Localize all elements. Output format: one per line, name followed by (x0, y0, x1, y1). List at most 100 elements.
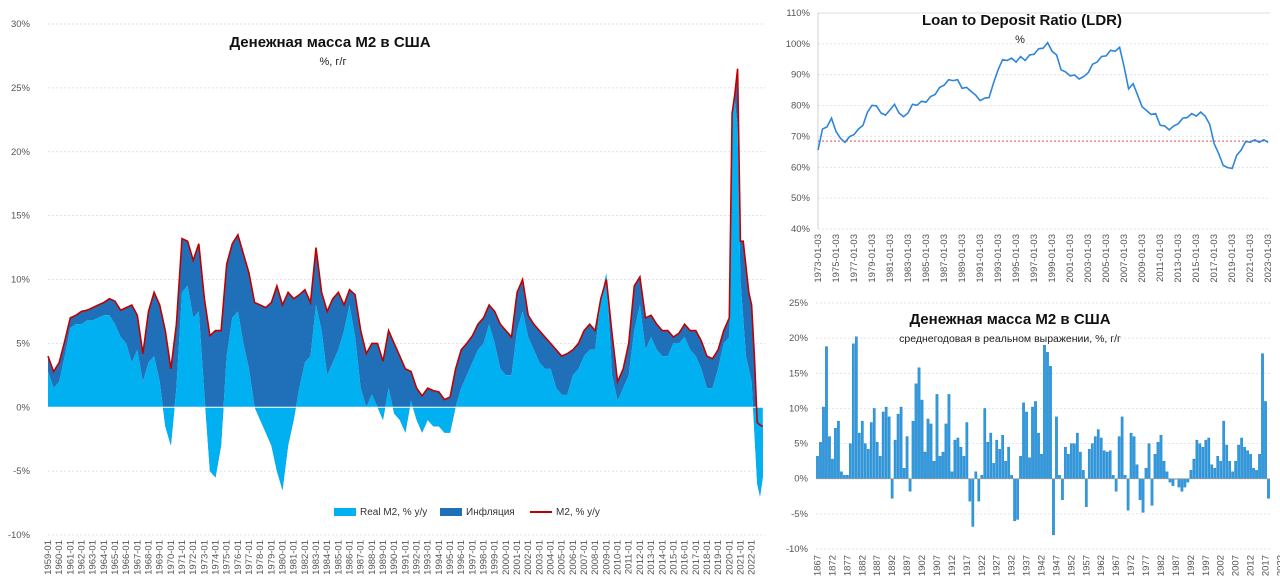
real-x-axis: 1867 1872 1877 1882 1887 1892 1897 1902 1907 1912… (813, 555, 1280, 576)
real-m2-bar (1264, 401, 1267, 479)
real-m2-bar (1141, 478, 1145, 513)
real-m2-bar (1105, 451, 1109, 479)
ldr-x-tick-label: 2009-01-03 (1137, 234, 1148, 283)
real-m2-bar (1111, 475, 1115, 479)
m2-line-layer (47, 68, 764, 428)
real-m2-bar (917, 367, 921, 479)
real-x-tick-label: 1982 (1156, 555, 1167, 576)
real-m2-bar (1052, 478, 1055, 536)
ldr-chart-svg: 40%50%60%70%80%90%100%110% 1973-01-03 197… (786, 8, 1275, 283)
ldr-series-line (817, 41, 1269, 170)
real-m2-bar (1183, 478, 1187, 488)
real-m2-bar (932, 460, 936, 479)
real-m2-bar (1102, 450, 1106, 479)
m2-x-tick-label: 2001-01 (512, 540, 523, 575)
m2-x-tick-label: 2006-01 (568, 540, 579, 575)
m2-x-tick-label: 1975-01 (222, 540, 233, 575)
m2-x-tick-label: 1968-01 (144, 540, 155, 575)
real-m2-bar (1246, 450, 1249, 479)
real-chart-title: Денежная масса М2 в США (909, 311, 1110, 328)
real-m2-bar (849, 443, 852, 479)
real-m2-bar (1132, 436, 1136, 479)
real-m2-area (48, 100, 763, 497)
m2-x-tick-label: 1961-01 (65, 540, 76, 575)
m2-x-tick-label: 1999-01 (490, 540, 501, 575)
real-m2-bar (843, 475, 846, 479)
real-m2-bar (920, 399, 924, 479)
real-m2-bar (944, 423, 948, 479)
real-m2-bar (968, 478, 972, 502)
real-m2-bar (816, 456, 819, 479)
real-m2-bar (1216, 456, 1220, 479)
m2-gridlines (48, 23, 765, 536)
real-x-tick-label: 1892 (887, 555, 898, 576)
ldr-gridlines (817, 12, 1270, 230)
real-m2-bar (834, 427, 837, 479)
real-m2-bar (926, 418, 930, 479)
real-m2-bar (938, 456, 942, 479)
m2-x-tick-label: 1964-01 (99, 540, 110, 575)
m2-x-tick-label: 1994-01 (434, 540, 445, 575)
m2-x-tick-label: 1985-01 (333, 540, 344, 575)
real-m2-bar (881, 411, 885, 479)
ldr-x-tick-label: 1983-01-03 (903, 234, 914, 283)
m2-x-tick-label: 2012-01 (635, 540, 646, 575)
real-x-tick-label: 1992 (1186, 555, 1197, 576)
real-m2-bar (875, 442, 879, 479)
real-m2-bar (1243, 446, 1246, 479)
real-x-tick-label: 1902 (917, 555, 928, 576)
m2-x-tick-label: 1988-01 (367, 540, 378, 575)
real-m2-bar (1010, 475, 1013, 479)
real-x-tick-label: 1987 (1171, 555, 1182, 576)
real-m2-bar (1037, 432, 1040, 479)
real-m2-bar (1162, 460, 1166, 479)
m2-x-tick-label: 1989-01 (378, 540, 389, 575)
real-m2-bar (914, 383, 918, 479)
real-m2-bar (1189, 470, 1193, 479)
m2-series-line (47, 68, 764, 428)
real-m2-bar (1135, 464, 1139, 479)
real-m2-bar (1177, 478, 1181, 488)
m2-y-tick-label: 15% (11, 211, 31, 222)
real-m2-bar (840, 471, 843, 479)
real-m2-bar (1240, 437, 1243, 479)
ldr-y-tick-label: 80% (791, 101, 811, 112)
real-m2-bar (837, 420, 840, 479)
real-m2-bar (1192, 458, 1196, 479)
real-m2-bar (1078, 451, 1082, 479)
m2-x-tick-label: 1995-01 (445, 540, 456, 575)
ldr-chart-title: Loan to Deposit Ratio (LDR) (922, 12, 1122, 29)
real-m2-bar (825, 346, 828, 479)
real-m2-bar (929, 423, 933, 479)
real-m2-bar (923, 451, 927, 479)
m2-x-tick-label: 2020-01 (724, 540, 735, 575)
m2-x-tick-label: 1984-01 (322, 540, 333, 575)
real-m2-bar (935, 394, 939, 479)
m2-x-tick-label: 1980-01 (278, 540, 289, 575)
ldr-x-tick-label: 1987-01-03 (939, 234, 950, 283)
real-x-tick-label: 2012 (1246, 555, 1257, 576)
real-x-tick-label: 1872 (827, 555, 838, 576)
real-m2-bar (896, 413, 900, 479)
real-m2-bar (971, 478, 975, 527)
ldr-x-axis: 1973-01-03 1975-01-03 1977-01-03 1979-01-03… (813, 234, 1274, 283)
real-m2-bar (1013, 478, 1016, 522)
m2-x-tick-label: 2002-01 (523, 540, 534, 575)
real-m2-bar (854, 336, 858, 479)
real-x-tick-label: 2022 (1276, 555, 1280, 576)
real-x-tick-label: 2002 (1216, 555, 1227, 576)
real-x-tick-label: 1952 (1066, 555, 1077, 576)
real-m2-bar (977, 478, 981, 502)
real-y-tick-label: 0% (794, 474, 808, 485)
real-m2-bar (1099, 437, 1103, 479)
m2-x-tick-label: 1959-01 (43, 540, 54, 575)
real-y-tick-label: 5% (794, 439, 808, 450)
ldr-x-tick-label: 1995-01-03 (1011, 234, 1022, 283)
real-m2-bar (1058, 475, 1061, 479)
real-y-tick-label: -5% (791, 509, 808, 520)
real-y-tick-label: -10% (786, 544, 809, 555)
real-m2-annual-chart: -10% -5% 0% 5% 10% 15% 20% 25% 1867 1872 1877 1882… (776, 293, 1280, 587)
real-x-tick-label: 1977 (1141, 555, 1152, 576)
real-m2-bar (1034, 401, 1037, 479)
real-chart-subtitle: среднегодовая в реальном выражении, %, г… (899, 333, 1121, 345)
